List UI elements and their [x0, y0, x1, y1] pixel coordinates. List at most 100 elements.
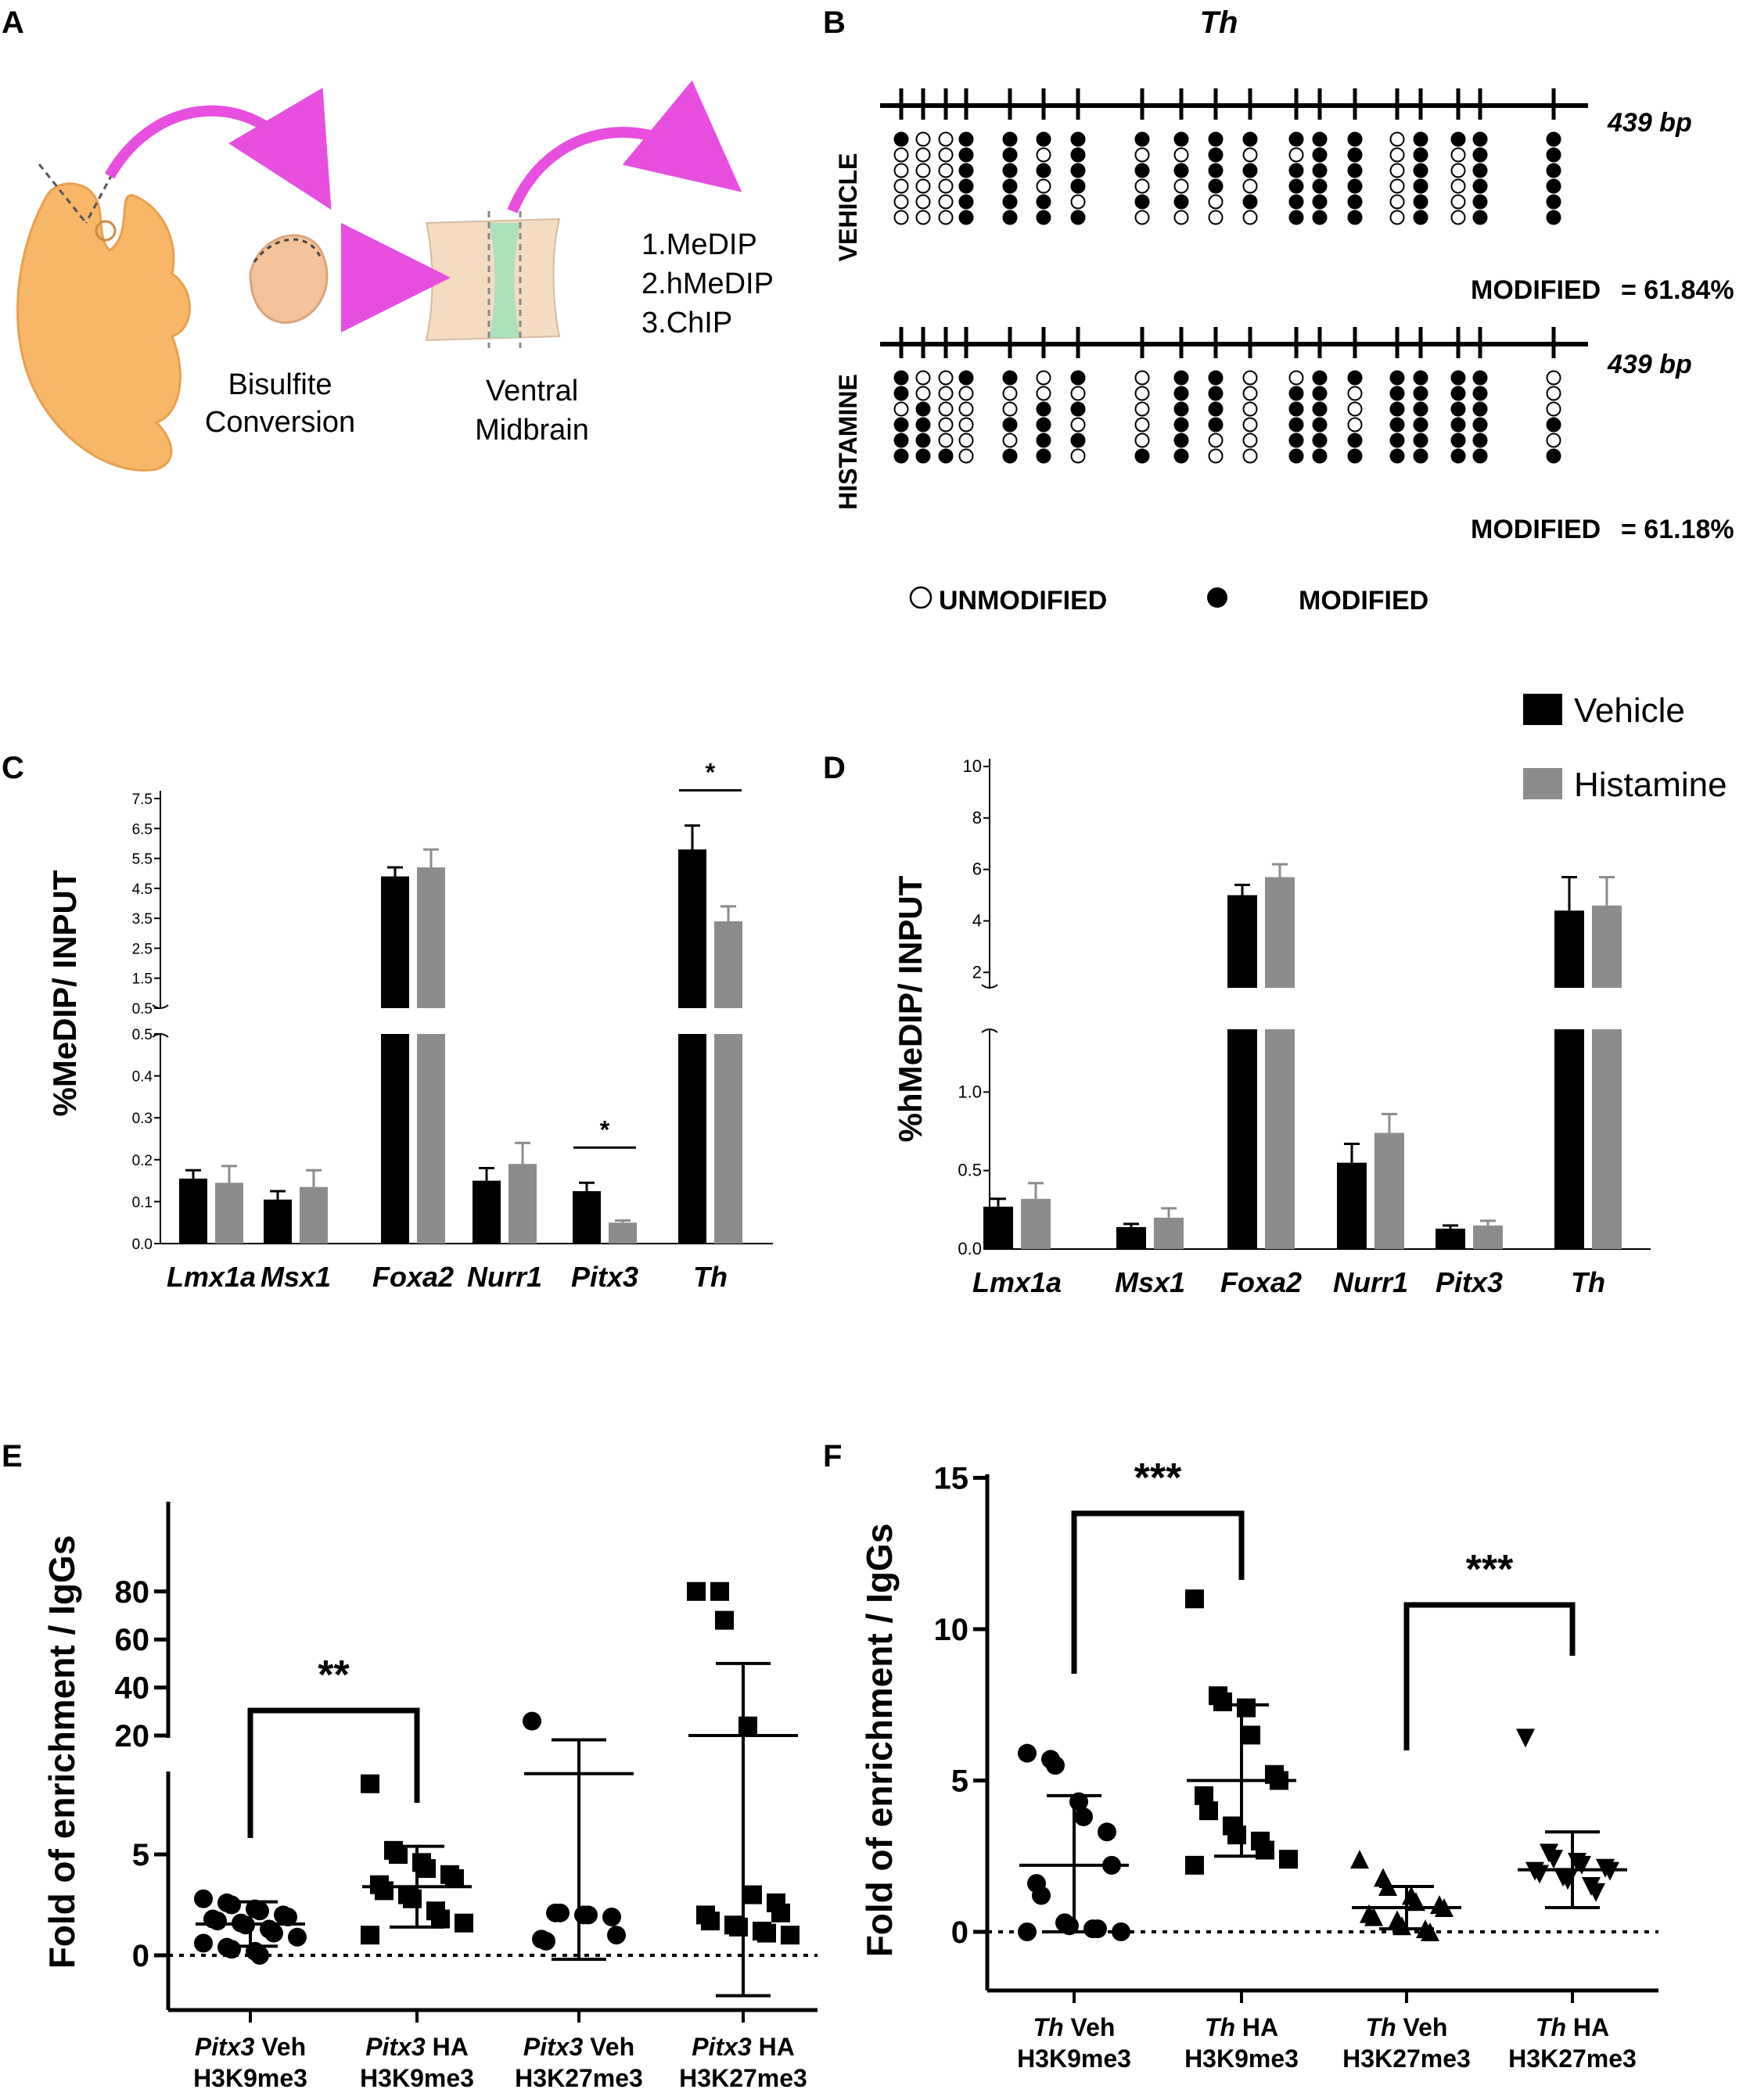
- histamine-cpg-site: [1546, 386, 1561, 401]
- bar-histamine-upper: [714, 921, 742, 1008]
- vehicle-cpg-site: [1546, 163, 1561, 178]
- x-group-label: Pitx3 Veh: [195, 2033, 306, 2061]
- vehicle-cpg-site: [1208, 194, 1224, 210]
- vehicle-cpg-site: [1472, 210, 1488, 225]
- histamine-cpg-site: [1389, 370, 1405, 386]
- bar-vehicle-upper: [1554, 910, 1584, 988]
- vehicle-cpg-site: [1347, 147, 1363, 163]
- vehicle-cpg-site: [1312, 210, 1328, 225]
- histamine-cpg-site: [1036, 386, 1051, 401]
- x-category-label: Pitx3: [571, 1261, 638, 1293]
- vehicle-cpg-site: [893, 147, 909, 163]
- y-tick-label: 0: [132, 1939, 149, 1973]
- histamine-cpg-site: [1173, 386, 1189, 401]
- histamine-cpg-site: [1242, 417, 1258, 433]
- vehicle-cpg-site: [1546, 194, 1561, 210]
- group-vehicle: VEHICLE: [834, 153, 862, 262]
- legend-histamine-swatch: [1523, 768, 1562, 799]
- histamine-cpg-site: [1208, 386, 1224, 401]
- vehicle-cpg-site: [958, 163, 974, 178]
- vehicle-cpg-site: [893, 210, 909, 225]
- legend-modified-label: MODIFIED: [1299, 586, 1428, 616]
- x-group-mark: H3K27me3: [1508, 2044, 1637, 2073]
- bar-vehicle: [264, 1199, 292, 1244]
- data-point: [222, 1940, 241, 1959]
- vehicle-cpg-site: [1036, 210, 1051, 225]
- lollipop-plot: [880, 88, 1588, 464]
- histamine-cpg-site: [1173, 448, 1189, 464]
- bar-vehicle-upper: [1227, 895, 1257, 988]
- vehicle-cpg-site: [958, 194, 974, 210]
- bar-histamine-lower: [1592, 1029, 1622, 1249]
- bar-histamine: [215, 1183, 243, 1244]
- y-tick-label: 0: [951, 1915, 968, 1950]
- data-point: [1074, 1807, 1093, 1826]
- modified-value-vehicle: = 61.84%: [1621, 275, 1734, 305]
- vehicle-cpg-site: [1242, 178, 1258, 194]
- histamine-cpg-site: [1546, 417, 1561, 433]
- vehicle-cpg-site: [915, 147, 931, 163]
- histamine-cpg-site: [1002, 448, 1018, 464]
- data-point: [208, 1912, 227, 1931]
- histamine-cpg-site: [1472, 417, 1488, 433]
- label-conversion: Conversion: [205, 406, 355, 439]
- histamine-cpg-site: [1413, 386, 1428, 401]
- y-tick-label: 0.0: [958, 1239, 982, 1258]
- vehicle-cpg-site: [893, 194, 909, 210]
- histamine-cpg-site: [958, 433, 974, 448]
- vehicle-cpg-site: [958, 178, 974, 194]
- histamine-cpg-site: [1450, 448, 1466, 464]
- vehicle-cpg-site: [1134, 194, 1150, 210]
- histamine-cpg-site: [893, 370, 909, 386]
- data-point: [194, 1889, 213, 1908]
- legend-vehicle-swatch: [1523, 694, 1562, 725]
- histamine-cpg-site: [1173, 401, 1189, 417]
- panel-letter-a: A: [2, 5, 24, 40]
- x-group-mark: H3K9me3: [1184, 2044, 1299, 2073]
- panel-letter-e: E: [2, 1439, 23, 1474]
- y-tick-label: 0.4: [132, 1069, 153, 1086]
- data-point: [701, 1912, 720, 1931]
- panel-b: Th 439 bp 439 bp VEHICLE HISTAMINE MODIF…: [834, 5, 1734, 616]
- label-midbrain: Midbrain: [475, 414, 589, 447]
- data-point: [602, 1907, 621, 1926]
- y-tick-label: 15: [934, 1462, 969, 1496]
- histamine-cpg-site: [958, 370, 974, 386]
- bar-vehicle: [473, 1180, 501, 1244]
- vehicle-cpg-site: [1173, 178, 1189, 194]
- legend-unmodified-label: UNMODIFIED: [939, 586, 1107, 616]
- data-point: [250, 1946, 269, 1965]
- vehicle-cpg-site: [1036, 178, 1051, 194]
- vehicle-cpg-site: [1347, 210, 1363, 225]
- x-category-label: Nurr1: [1333, 1266, 1408, 1298]
- histamine-cpg-site: [1546, 401, 1561, 417]
- data-point: [729, 1917, 748, 1937]
- vehicle-cpg-site: [1472, 147, 1488, 163]
- data-point: [1242, 1725, 1260, 1745]
- data-point: [194, 1933, 213, 1953]
- data-point: [1364, 1907, 1383, 1926]
- y-tick-label: 5.5: [132, 852, 153, 868]
- vehicle-cpg-site: [1413, 178, 1428, 194]
- histamine-cpg-site: [1070, 401, 1086, 417]
- vehicle-cpg-site: [1036, 163, 1051, 178]
- vehicle-cpg-site: [1450, 131, 1466, 147]
- vehicle-cpg-site: [1002, 210, 1018, 225]
- vehicle-cpg-site: [1134, 131, 1150, 147]
- bar-histamine-upper: [1265, 877, 1295, 988]
- histamine-cpg-site: [1288, 417, 1304, 433]
- data-point: [1350, 1850, 1369, 1869]
- x-category-label: Foxa2: [372, 1261, 454, 1293]
- x-group-label: Th Veh: [1033, 2013, 1116, 2041]
- histamine-cpg-site: [1070, 433, 1086, 448]
- vehicle-cpg-site: [958, 147, 974, 163]
- histamine-cpg-site: [893, 401, 909, 417]
- y-tick-label: 3.5: [132, 911, 153, 928]
- y-tick-label: 10: [934, 1613, 969, 1647]
- vehicle-cpg-site: [1242, 147, 1258, 163]
- step-hmedip: 2.hMeDIP: [641, 267, 774, 300]
- data-point: [455, 1913, 473, 1933]
- histamine-cpg-site: [1288, 386, 1304, 401]
- bar-histamine: [300, 1186, 328, 1244]
